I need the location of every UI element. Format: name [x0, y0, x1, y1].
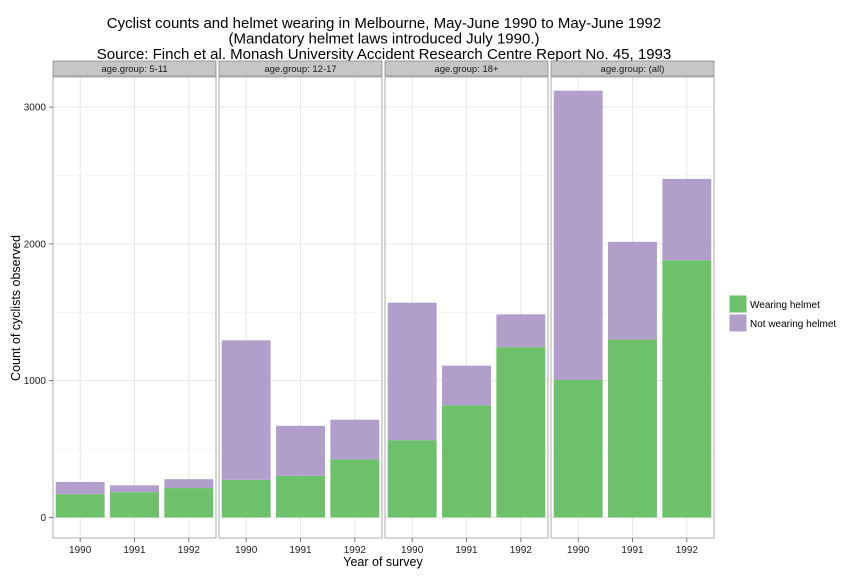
- facet-strip: [218, 60, 383, 77]
- bar-segment: [442, 365, 491, 406]
- bar-segment: [553, 90, 603, 381]
- bar-segment: [330, 419, 380, 460]
- bar-segment: [553, 380, 603, 518]
- facet-strip-label: age.group: 5-11: [101, 64, 167, 75]
- bar-segment: [387, 302, 437, 441]
- facet-panel: age.group: 5-11 1990 1991 1992: [52, 60, 217, 556]
- x-tick-label: 1991: [621, 545, 644, 556]
- legend-label: Wearing helmet: [750, 300, 820, 311]
- bar-segment: [387, 440, 437, 518]
- y-tick-label: 1000: [24, 376, 47, 387]
- x-tick-label: 1990: [401, 545, 424, 556]
- facet-strip: [52, 60, 217, 77]
- y-tick-label: 0: [40, 513, 46, 524]
- x-tick-label: 1991: [123, 545, 146, 556]
- facet-strip-label: age.group: 18+: [434, 64, 499, 75]
- bar-segment: [662, 260, 712, 518]
- x-tick-label: 1991: [455, 545, 478, 556]
- legend: Wearing helmet Not wearing helmet: [728, 294, 836, 333]
- x-tick-label: 1990: [69, 545, 92, 556]
- bar-segment: [110, 485, 159, 493]
- title-line: (Mandatory helmet laws introduced July 1…: [229, 31, 540, 48]
- bar-segment: [496, 314, 546, 348]
- legend-swatch: [728, 313, 748, 333]
- bar-segment: [221, 479, 271, 518]
- facet-strip-label: age.group: (all): [601, 64, 665, 75]
- bar-segment: [164, 479, 214, 489]
- facet-strip-label: age.group: 12-17: [264, 64, 336, 75]
- x-tick-label: 1992: [178, 545, 201, 556]
- facet-panel: age.group: (all) 1990 1991 1992: [550, 60, 715, 556]
- bar-segment: [608, 241, 657, 340]
- x-tick-label: 1992: [676, 545, 699, 556]
- title-line: Cyclist counts and helmet wearing in Mel…: [107, 15, 661, 32]
- legend-label: Not wearing helmet: [750, 319, 836, 330]
- x-axis-title: Year of survey: [343, 555, 423, 569]
- y-axis: 0 1000 2000 3000: [24, 103, 53, 524]
- bar-segment: [276, 425, 325, 476]
- title-line: Source: Finch et al. Monash University A…: [97, 46, 671, 63]
- facet-strip: [550, 60, 715, 77]
- bar-segment: [55, 494, 105, 518]
- bar-segment: [662, 178, 712, 261]
- legend-swatch: [728, 294, 748, 314]
- bar-segment: [496, 347, 546, 518]
- chart-title: Cyclist counts and helmet wearing in Mel…: [97, 15, 671, 63]
- bar-segment: [221, 340, 271, 480]
- y-tick-label: 2000: [24, 239, 47, 250]
- bar-segment: [330, 459, 380, 518]
- x-tick-label: 1992: [510, 545, 533, 556]
- bar-segment: [608, 339, 657, 518]
- bar-segment: [442, 405, 491, 518]
- bar-segment: [164, 488, 214, 518]
- x-tick-label: 1992: [344, 545, 367, 556]
- facet-panel: age.group: 18+ 1990 1991 1992: [384, 60, 549, 556]
- facet-strip: [384, 60, 549, 77]
- bar-segment: [276, 475, 325, 518]
- x-tick-label: 1991: [289, 545, 312, 556]
- x-tick-label: 1990: [567, 545, 590, 556]
- y-axis-title: Count of cyclists observed: [9, 235, 23, 381]
- x-tick-label: 1990: [235, 545, 258, 556]
- y-tick-label: 3000: [24, 103, 47, 114]
- bar-segment: [55, 481, 105, 495]
- bar-segment: [110, 492, 159, 518]
- facet-panel: age.group: 12-17 1990 1991 1992: [218, 60, 383, 556]
